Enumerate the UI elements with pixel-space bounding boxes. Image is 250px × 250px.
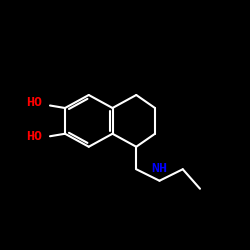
Text: NH: NH [152,162,168,175]
Text: HO: HO [26,96,42,110]
Text: HO: HO [26,130,42,143]
